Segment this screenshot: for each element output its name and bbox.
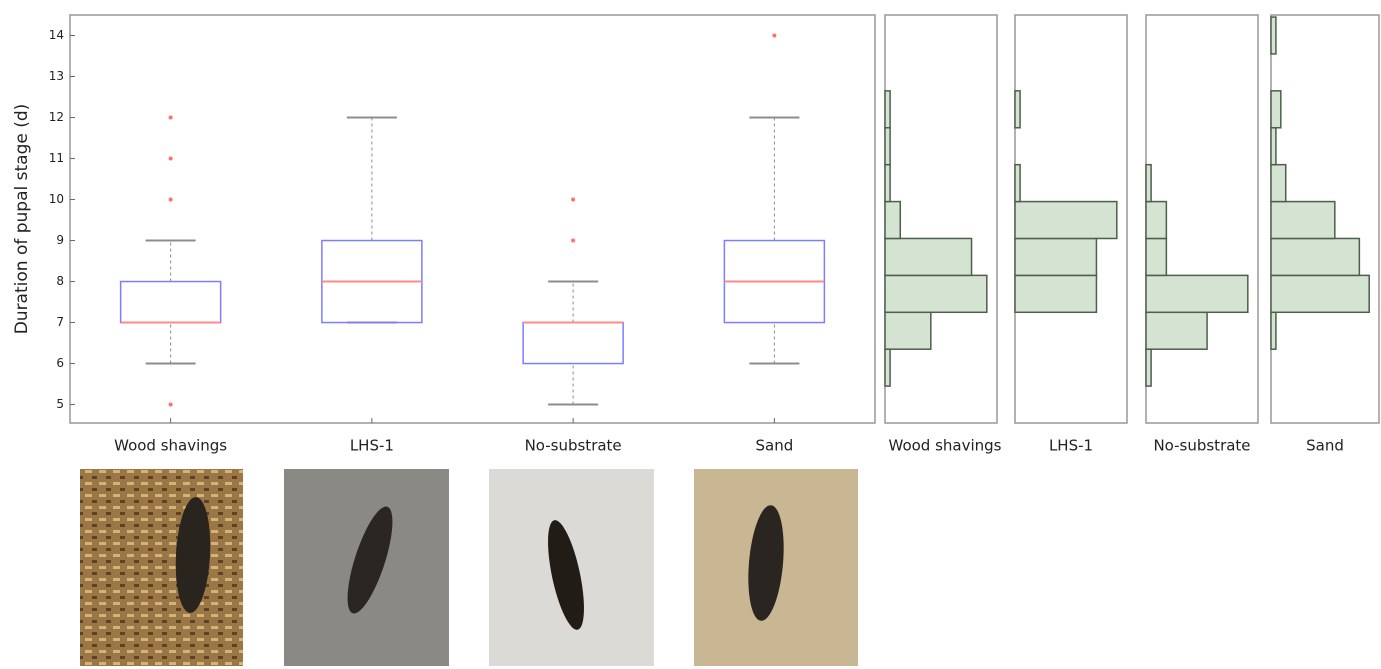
hist-bar (1015, 165, 1020, 202)
hist-bar (885, 275, 987, 312)
outlier (169, 157, 173, 161)
y-tick-label: 13 (49, 69, 64, 83)
hist-bar (1146, 165, 1151, 202)
hist-bar (1015, 238, 1096, 275)
outlier (571, 198, 575, 202)
panel-label: LHS-1 (1049, 437, 1093, 455)
outlier (169, 116, 173, 120)
hist-bar (885, 128, 890, 165)
hist-bar (885, 165, 890, 202)
outlier (169, 403, 173, 407)
hist-bar (1271, 202, 1335, 239)
hist-bar (1271, 91, 1281, 128)
hist-bar (1146, 202, 1166, 239)
outlier (169, 198, 173, 202)
y-tick-label: 8 (56, 274, 64, 288)
hist-bar (1271, 238, 1359, 275)
hist-bar (1146, 312, 1207, 349)
x-tick-label: Sand (756, 437, 794, 455)
y-tick-label: 12 (49, 110, 64, 124)
x-tick-label: No-substrate (525, 437, 622, 455)
outlier (772, 34, 776, 38)
y-axis-label: Duration of pupal stage (d) (12, 104, 32, 335)
hist-bar (1015, 91, 1020, 128)
hist-bar (885, 238, 972, 275)
y-tick-label: 14 (49, 28, 64, 42)
hist-bar (1015, 202, 1117, 239)
hist-bar (885, 91, 890, 128)
plot-frame (70, 15, 875, 423)
hist-bar (1271, 128, 1276, 165)
photo-texture (80, 469, 243, 666)
y-tick-label: 9 (56, 233, 64, 247)
hist-bar (1146, 238, 1166, 275)
hist-bar (1015, 275, 1096, 312)
y-tick-label: 7 (56, 315, 64, 329)
hist-bar (1271, 17, 1276, 54)
y-tick-label: 10 (49, 192, 64, 206)
hist-bar (1271, 312, 1276, 349)
figure: Duration of pupal stage (d) 5 6 7 8 9 10 11 12 1… (0, 0, 1381, 669)
panel-label: Wood shavings (889, 437, 1002, 455)
y-tick-label: 6 (56, 356, 64, 370)
x-tick-label: Wood shavings (114, 437, 227, 455)
panel-label: Sand (1306, 437, 1344, 455)
box (523, 323, 623, 364)
hist-bar (1146, 349, 1151, 386)
outlier (571, 239, 575, 243)
hist-bar (1146, 275, 1248, 312)
hist-bar (1271, 165, 1286, 202)
hist-bar (1271, 275, 1369, 312)
photos (80, 469, 858, 666)
panel-label: No-substrate (1153, 437, 1250, 455)
hist-bar (885, 202, 900, 239)
x-tick-label: LHS-1 (350, 437, 394, 455)
hist-bar (885, 349, 890, 386)
hist-bar (885, 312, 931, 349)
y-tick-label: 5 (56, 397, 64, 411)
y-tick-label: 11 (49, 151, 64, 165)
panel-frame (885, 15, 997, 423)
box (121, 282, 221, 323)
